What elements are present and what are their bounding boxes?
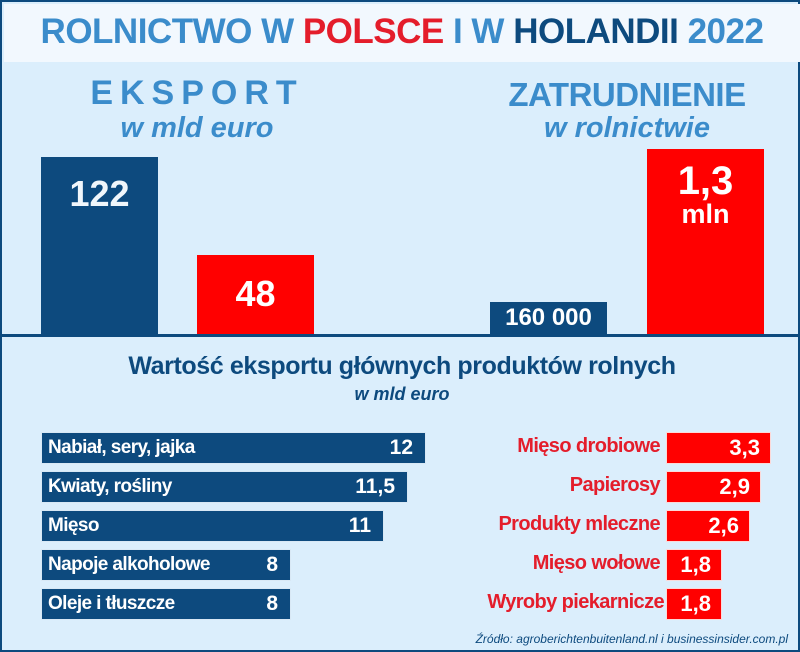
employment-bar-poland: 1,3 mln — [647, 149, 764, 334]
nl-product-bar: Nabiał, sery, jajka 12 — [41, 432, 426, 464]
nl-product-label: Napoje alkoholowe — [48, 554, 210, 575]
pl-product-value: 1,8 — [680, 552, 711, 577]
products-title: Wartość eksportu głównych produktów roln… — [128, 352, 676, 380]
source-note: Źródło: agroberichtenbuitenland.nl i bus… — [475, 632, 788, 646]
employment-subtitle: w rolnictwie — [544, 112, 710, 144]
export-value-netherlands: 122 — [69, 173, 130, 214]
title-part-3: I W — [443, 12, 514, 51]
nl-product-bar: Oleje i tłuszcze 8 — [41, 588, 291, 620]
nl-product-value: 12 — [389, 436, 413, 459]
pl-product-bar: 1,8 — [666, 588, 722, 620]
nl-product-value: 11 — [348, 514, 371, 537]
pl-product-bar: 2,9 — [666, 471, 761, 503]
pl-product-value: 2,6 — [708, 513, 739, 538]
export-bar-netherlands: 122 — [41, 157, 158, 334]
nl-product-value: 11,5 — [355, 475, 395, 498]
pl-product-value: 1,8 — [680, 591, 711, 616]
pl-product-bar: 3,3 — [666, 432, 771, 464]
export-title: EKSPORT — [90, 74, 304, 112]
nl-product-label: Oleje i tłuszcze — [48, 593, 175, 614]
pl-product-label: Produkty mleczne — [498, 513, 660, 535]
pl-product-label: Papierosy — [569, 474, 661, 496]
pl-product-bar: 2,6 — [666, 510, 750, 542]
nl-product-label: Nabiał, sery, jajka — [48, 437, 195, 458]
title-part-netherlands: HOLANDII — [513, 12, 679, 51]
title-part-poland: POLSCE — [302, 12, 444, 51]
nl-product-label: Kwiaty, rośliny — [48, 476, 172, 497]
pl-product-label: Mięso drobiowe — [517, 435, 660, 457]
export-subtitle: w mld euro — [120, 112, 274, 144]
employment-unit-poland: mln — [681, 199, 730, 229]
products-subtitle: w mld euro — [354, 384, 450, 404]
employment-value-netherlands: 160 000 — [505, 304, 592, 331]
title-part-year: 2022 — [678, 12, 764, 51]
header: ROLNICTWO W POLSCE I W HOLANDII 2022 — [4, 4, 800, 62]
section-divider — [2, 334, 800, 337]
pl-product-bar: 1,8 — [666, 549, 722, 581]
export-value-poland: 48 — [235, 273, 276, 314]
nl-product-bar: Kwiaty, rośliny 11,5 — [41, 471, 408, 503]
employment-value-poland: 1,3 — [677, 159, 734, 203]
nl-product-bar: Napoje alkoholowe 8 — [41, 549, 291, 581]
employment-title: ZATRUDNIENIE — [508, 76, 746, 113]
nl-product-value: 8 — [266, 592, 278, 615]
pl-product-label: Mięso wołowe — [532, 552, 661, 574]
title-part-1: ROLNICTWO W — [40, 12, 303, 51]
pl-product-value: 2,9 — [719, 474, 750, 499]
employment-bar-netherlands: 160 000 — [490, 302, 607, 334]
export-bar-poland: 48 — [197, 255, 314, 334]
pl-product-label: Wyroby piekarnicze — [487, 591, 664, 613]
nl-product-bar: Mięso 11 — [41, 510, 384, 542]
nl-product-value: 8 — [266, 553, 278, 576]
pl-product-value: 3,3 — [729, 435, 760, 460]
nl-product-label: Mięso — [48, 515, 99, 536]
page-title: ROLNICTWO W POLSCE I W HOLANDII 2022 — [4, 12, 800, 52]
